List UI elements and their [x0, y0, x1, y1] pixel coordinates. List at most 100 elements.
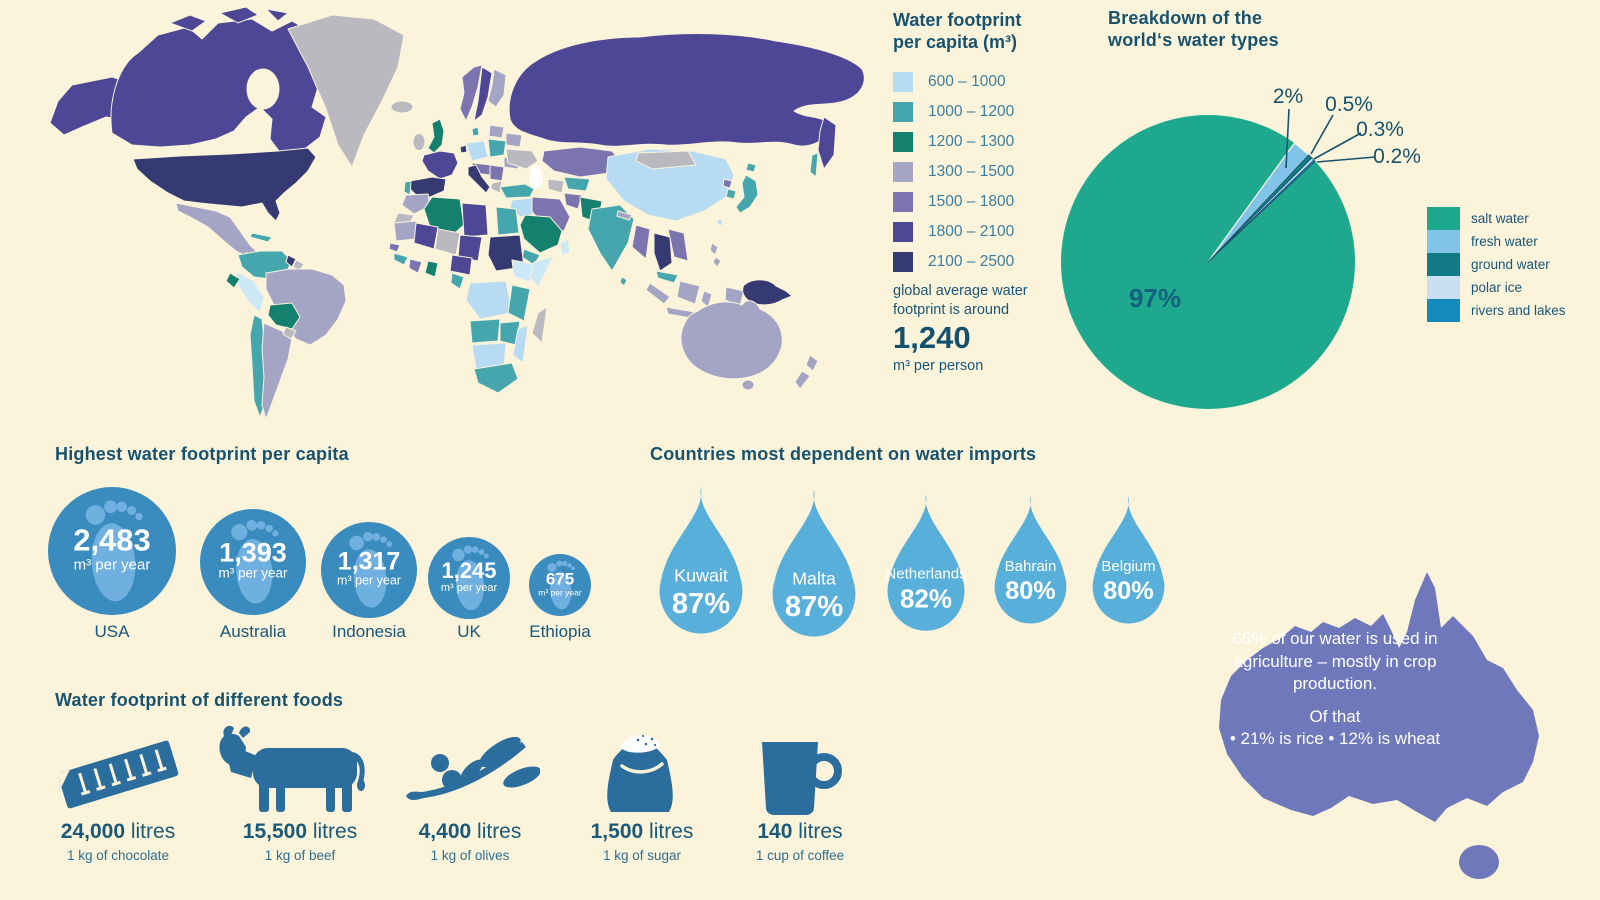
- map-region-myanmar: [631, 224, 651, 260]
- pie-legend-item: salt water: [1427, 207, 1566, 230]
- coffee-mug-icon: [762, 742, 842, 815]
- legend-swatch: [1427, 299, 1460, 322]
- map-region-sakhalin: [809, 152, 819, 178]
- map-region-greece: [490, 180, 503, 194]
- map-region-russia: [508, 33, 865, 147]
- map-region-oman: [559, 238, 571, 256]
- map-region-mexico: [175, 202, 259, 258]
- map-legend-note: global average water footprint is around: [893, 282, 1028, 320]
- map-legend-item: 600 – 1000: [893, 72, 1006, 92]
- map-region-png: [742, 279, 793, 306]
- map-region-paraguay: [282, 326, 297, 340]
- footprint-country-indonesia: Indonesia: [332, 622, 406, 641]
- map-region-usa: [132, 147, 317, 222]
- footprint-value: 2,483: [73, 522, 151, 558]
- footprint-unit: m³ per year: [73, 556, 151, 574]
- map-region-ecuador: [225, 272, 241, 289]
- cow-icon: [219, 725, 365, 812]
- australia-fact-text: 65% of our water is used in agriculture …: [1200, 628, 1470, 751]
- footprint-circle-indonesia: 1,317 m³ per year: [321, 522, 417, 618]
- drop-percent: 80%: [1005, 577, 1055, 605]
- map-legend-title-line1: Water footprint: [893, 10, 1022, 30]
- map-region-france: [421, 150, 459, 180]
- chocolate-bar-icon: [57, 740, 179, 809]
- footprint-country-uk: UK: [457, 622, 481, 641]
- map-region-south-korea: [725, 188, 737, 200]
- sack-fold: [620, 762, 664, 774]
- food-value-coffee: 140 litres: [710, 820, 890, 844]
- map-region-germany: [465, 140, 489, 162]
- footprint-country-ethiopia: Ethiopia: [529, 622, 591, 641]
- pie-title-line2: world‘s water types: [1108, 29, 1279, 50]
- map-region-mozambique: [512, 324, 529, 364]
- footprints-title: Highest water footprint per capita: [55, 444, 349, 464]
- map-region-india: [587, 204, 635, 272]
- drop-shape: [887, 494, 965, 631]
- map-region-mongolia: [635, 150, 697, 170]
- map-region-portugal: [403, 180, 412, 196]
- map-region-iceland: [390, 100, 414, 114]
- map-region-borneo: [676, 280, 701, 305]
- pie-title: Breakdown of the world‘s water types: [1108, 8, 1279, 52]
- map-region-norway: [459, 64, 483, 123]
- australia-silhouette: [1219, 572, 1539, 879]
- pie-legend-item: rivers and lakes: [1427, 299, 1566, 322]
- map-region-sweden: [473, 66, 493, 123]
- map-legend-item: 2100 – 2500: [893, 252, 1014, 272]
- drop-shape: [994, 496, 1067, 624]
- food-unit: litres: [792, 820, 843, 843]
- footprint-circle-usa: 2,483 m³ per year: [48, 487, 176, 615]
- map-region-kenya-tanzania: [507, 284, 531, 322]
- food-value-sugar: 1,500 litres: [552, 820, 732, 844]
- map-caspian-sea: [528, 164, 544, 190]
- map-region-guyana: [285, 254, 297, 268]
- import-drop-malta: Malta 87%: [772, 489, 856, 637]
- drop-shape: [772, 489, 856, 637]
- map-region-uzbekistan: [563, 176, 591, 192]
- footprint-icon: [231, 520, 279, 604]
- water-types-pie-chart: 2% 0.5% 0.3% 0.2% 97%: [1061, 85, 1421, 409]
- map-region-nigeria: [449, 254, 473, 276]
- food-value-olives: 4,400 litres: [380, 820, 560, 844]
- pie-callout-line-rivers: [1316, 156, 1376, 163]
- map-region-chad: [457, 234, 483, 262]
- map-region-ireland: [412, 133, 426, 151]
- food-number: 24,000: [60, 820, 126, 843]
- pie-inside-label: 97%: [1129, 283, 1181, 313]
- australia-fact-bullets: • 21% is rice • 12% is wheat: [1229, 729, 1441, 749]
- map-region-malaysia: [655, 270, 679, 284]
- footprint-country-australia: Australia: [219, 622, 287, 641]
- map-arctic-island: [218, 6, 260, 24]
- map-region-south-africa: [473, 362, 519, 394]
- food-number: 1,500: [590, 820, 644, 843]
- legend-swatch: [1427, 230, 1460, 253]
- olive-branch-icon: [406, 736, 540, 800]
- legend-swatch: [893, 222, 913, 242]
- footprint-unit: m³ per year: [218, 566, 288, 582]
- sack-body: [607, 743, 673, 812]
- map-region-egypt: [495, 206, 520, 236]
- map-region-mauritania: [393, 220, 417, 242]
- food-value-beef: 15,500 litres: [210, 820, 390, 844]
- footprint-value: 675: [545, 569, 575, 589]
- map-legend-item: 1500 – 1800: [893, 192, 1014, 212]
- import-drop-belgium: Belgium 80%: [1092, 496, 1165, 624]
- footprint-unit: m³ per year: [337, 573, 401, 588]
- legend-swatch: [893, 252, 913, 272]
- world-choropleth-map: [49, 6, 865, 421]
- map-region-ivory-coast: [408, 258, 423, 274]
- map-region-ghana: [424, 260, 439, 278]
- map-region-nz-south: [794, 370, 811, 390]
- food-unit: litres: [643, 820, 694, 843]
- map-region-kamchatka: [817, 116, 837, 171]
- map-region-baltics: [488, 124, 505, 139]
- food-unit: litres: [307, 820, 358, 843]
- map-region-balkans: [489, 164, 505, 182]
- legend-swatch: [1427, 253, 1460, 276]
- pie-legend-item: fresh water: [1427, 230, 1566, 253]
- sugar-mound: [621, 734, 660, 753]
- map-region-ethiopia: [511, 259, 535, 283]
- pie-callout-rivers: 0.2%: [1373, 145, 1421, 168]
- pie-title-line1: Breakdown of the: [1108, 8, 1263, 28]
- legend-label: rivers and lakes: [1471, 303, 1566, 318]
